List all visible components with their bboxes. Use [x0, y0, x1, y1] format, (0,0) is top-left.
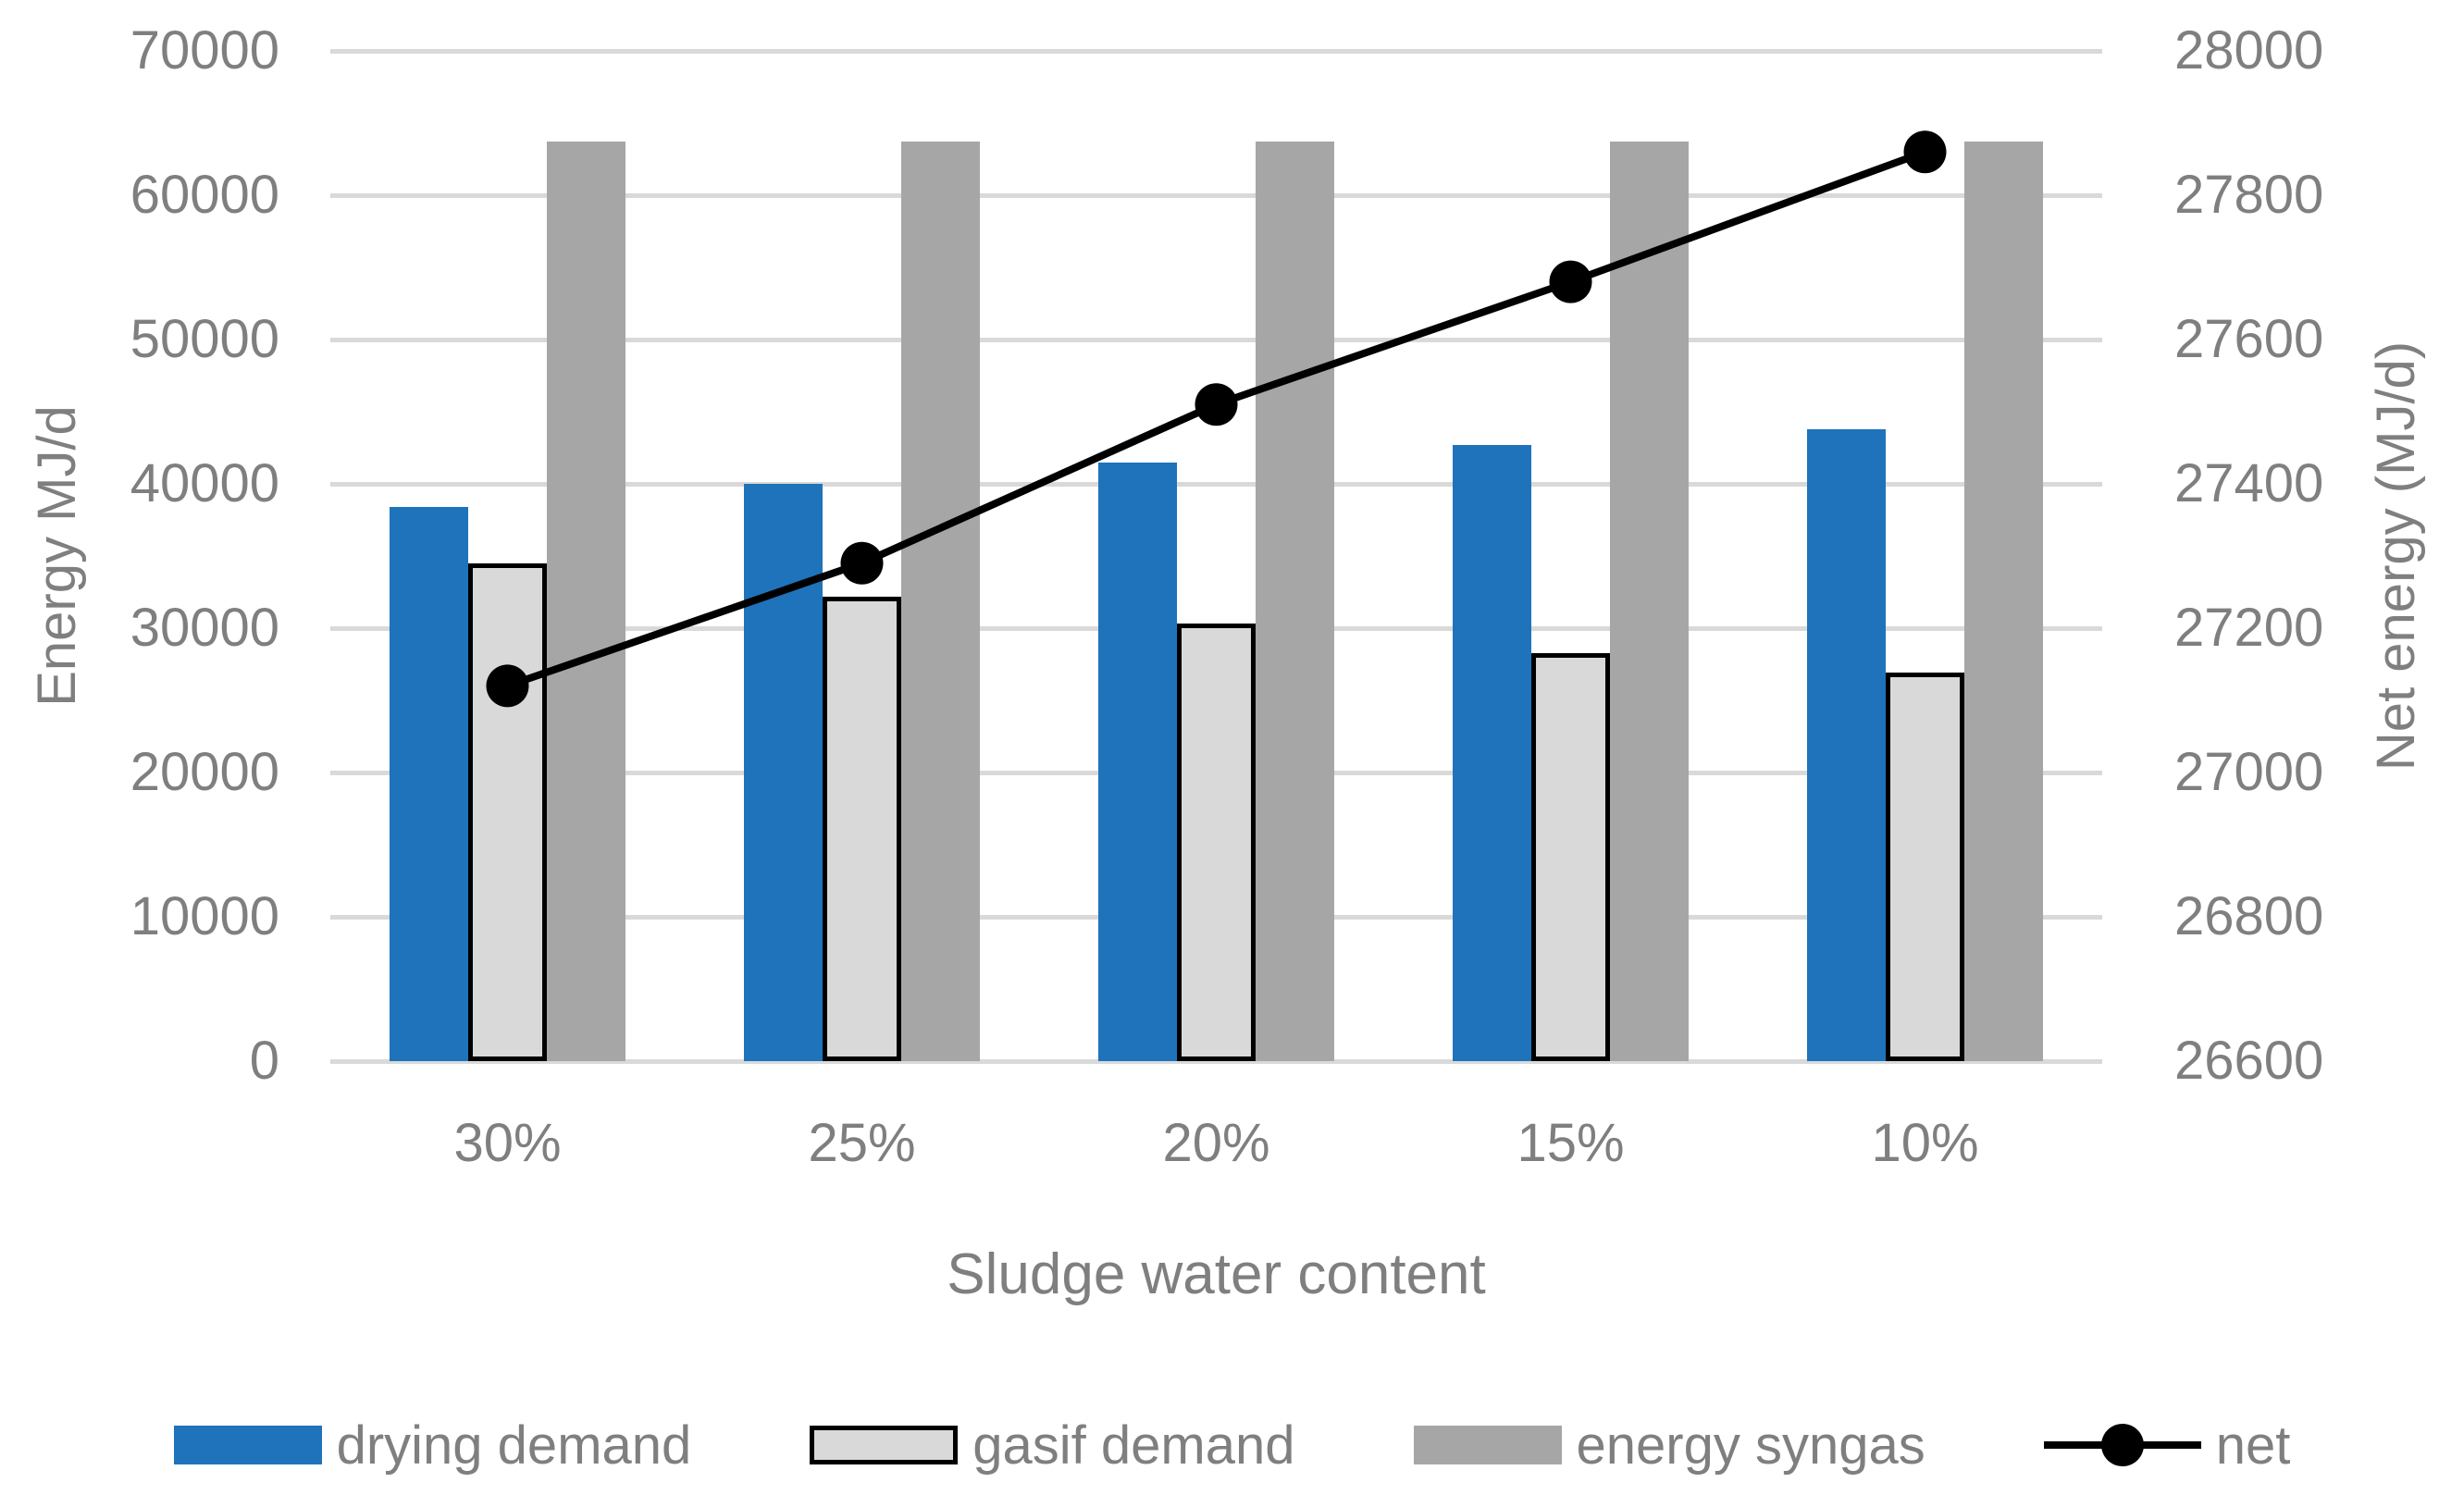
marker-net-30% [486, 664, 529, 708]
bar-energy-syngas-30% [547, 142, 625, 1061]
right-axis-tick-label: 27600 [2174, 309, 2324, 369]
gridline [330, 1058, 2102, 1064]
x-axis-category-label: 15% [1517, 1113, 1625, 1173]
bar-gasif-demand-30% [468, 562, 547, 1061]
left-axis-tick-label: 0 [249, 1031, 279, 1091]
right-axis-tick-label: 27200 [2174, 598, 2324, 658]
x-axis-category-label: 20% [1162, 1113, 1270, 1173]
legend-label-gasif: gasif demand [972, 1415, 1295, 1476]
right-axis-tick-label: 26600 [2174, 1031, 2324, 1091]
legend-swatch-gasif [810, 1426, 959, 1464]
gridline [330, 192, 2102, 198]
gridline [330, 337, 2102, 342]
right-axis-tick-label: 28000 [2174, 20, 2324, 80]
right-axis-tick-label: 26800 [2174, 886, 2324, 946]
legend-item-net: net [2043, 1415, 2291, 1476]
left-axis-tick-label: 30000 [130, 598, 279, 658]
marker-net-10% [1903, 130, 1947, 174]
legend-label-drying: drying demand [336, 1415, 692, 1476]
right-axis-tick-label: 27800 [2174, 165, 2324, 225]
legend-item-drying-demand: drying demand [173, 1415, 692, 1476]
bar-drying-demand-30% [390, 506, 468, 1061]
bar-energy-syngas-25% [901, 142, 980, 1061]
marker-net-25% [840, 541, 884, 585]
left-axis-tick-label: 10000 [130, 886, 279, 946]
x-axis-title: Sludge water content [947, 1242, 1486, 1306]
bar-energy-syngas-15% [1610, 142, 1689, 1061]
bar-energy-syngas-20% [1256, 142, 1334, 1061]
legend-item-energy-syngas: energy syngas [1413, 1415, 1925, 1476]
line-layer [486, 130, 1947, 708]
legend-label-net: net [2215, 1415, 2291, 1476]
right-axis-tick-label: 27000 [2174, 742, 2324, 802]
gridline [330, 481, 2102, 487]
bar-gasif-demand-20% [1177, 624, 1256, 1061]
marker-net-20% [1195, 383, 1238, 426]
legend-swatch-drying [173, 1426, 322, 1464]
legend-marker-net-line [2043, 1424, 2201, 1466]
right-axis-tick-label: 27400 [2174, 453, 2324, 513]
x-axis-category-label: 10% [1871, 1113, 1979, 1173]
bar-gasif-demand-15% [1531, 652, 1610, 1061]
plot-area [330, 48, 2102, 1064]
gridline [330, 48, 2102, 54]
left-axis-tick-label: 20000 [130, 742, 279, 802]
bar-drying-demand-15% [1453, 444, 1531, 1061]
legend-label-syngas: energy syngas [1576, 1415, 1925, 1476]
legend-item-gasif-demand: gasif demand [810, 1415, 1295, 1476]
legend: drying demand gasif demand energy syngas… [0, 1402, 2464, 1488]
left-axis-tick-label: 70000 [130, 20, 279, 80]
marker-net-15% [1549, 260, 1592, 303]
left-axis-tick-label: 60000 [130, 165, 279, 225]
bar-gasif-demand-25% [823, 596, 901, 1061]
bar-drying-demand-10% [1807, 428, 1886, 1061]
x-axis-category-label: 30% [453, 1113, 562, 1173]
right-axis-title: Net energy (MJ/d) [2366, 340, 2426, 772]
bar-gasif-demand-10% [1886, 673, 1964, 1061]
left-axis-tick-label: 40000 [130, 453, 279, 513]
x-axis-category-label: 25% [808, 1113, 916, 1173]
bar-energy-syngas-10% [1964, 142, 2043, 1061]
legend-swatch-syngas [1413, 1426, 1562, 1464]
bar-drying-demand-20% [1098, 462, 1177, 1061]
left-axis-tick-label: 50000 [130, 309, 279, 369]
